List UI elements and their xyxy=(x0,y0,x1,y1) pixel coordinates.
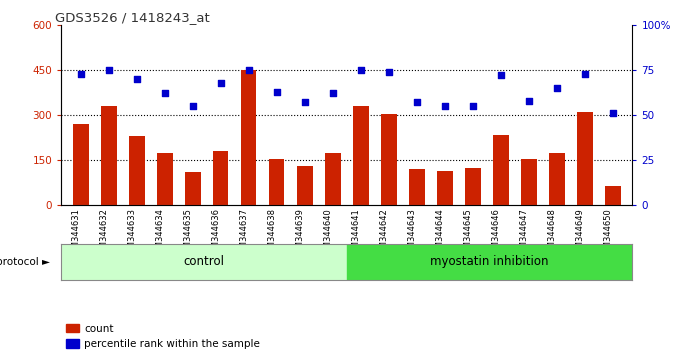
Point xyxy=(356,67,367,73)
Point xyxy=(103,67,114,73)
Bar xyxy=(61,244,347,280)
Point xyxy=(551,85,562,91)
Point xyxy=(131,76,142,82)
Point xyxy=(524,98,534,103)
Point xyxy=(75,71,86,76)
Bar xyxy=(213,151,228,205)
Bar xyxy=(269,159,284,205)
Point xyxy=(299,99,310,105)
Text: control: control xyxy=(184,256,224,268)
Point xyxy=(579,71,590,76)
Point xyxy=(216,80,226,85)
Bar xyxy=(353,106,369,205)
Bar xyxy=(465,168,481,205)
Bar xyxy=(381,114,396,205)
Text: myostatin inhibition: myostatin inhibition xyxy=(430,256,549,268)
Text: GDS3526 / 1418243_at: GDS3526 / 1418243_at xyxy=(56,11,210,24)
Bar xyxy=(493,135,509,205)
Bar xyxy=(157,153,173,205)
Bar xyxy=(185,172,201,205)
Bar xyxy=(409,169,424,205)
Bar xyxy=(241,70,256,205)
Point xyxy=(243,67,254,73)
Bar xyxy=(129,136,144,205)
Bar xyxy=(297,166,313,205)
Legend: count, percentile rank within the sample: count, percentile rank within the sample xyxy=(67,324,260,349)
Bar xyxy=(549,153,564,205)
Point xyxy=(495,73,506,78)
Point xyxy=(384,69,394,75)
Point xyxy=(188,103,199,109)
Point xyxy=(607,110,618,116)
Bar xyxy=(577,112,592,205)
Bar xyxy=(347,244,632,280)
Point xyxy=(439,103,450,109)
Bar xyxy=(101,106,116,205)
Point xyxy=(271,89,282,95)
Point xyxy=(159,91,170,96)
Point xyxy=(327,91,338,96)
Point xyxy=(467,103,478,109)
Bar xyxy=(73,124,88,205)
Text: protocol ►: protocol ► xyxy=(0,257,50,267)
Bar xyxy=(325,153,341,205)
Bar xyxy=(437,171,452,205)
Point xyxy=(411,99,422,105)
Bar xyxy=(521,159,537,205)
Bar xyxy=(605,186,620,205)
